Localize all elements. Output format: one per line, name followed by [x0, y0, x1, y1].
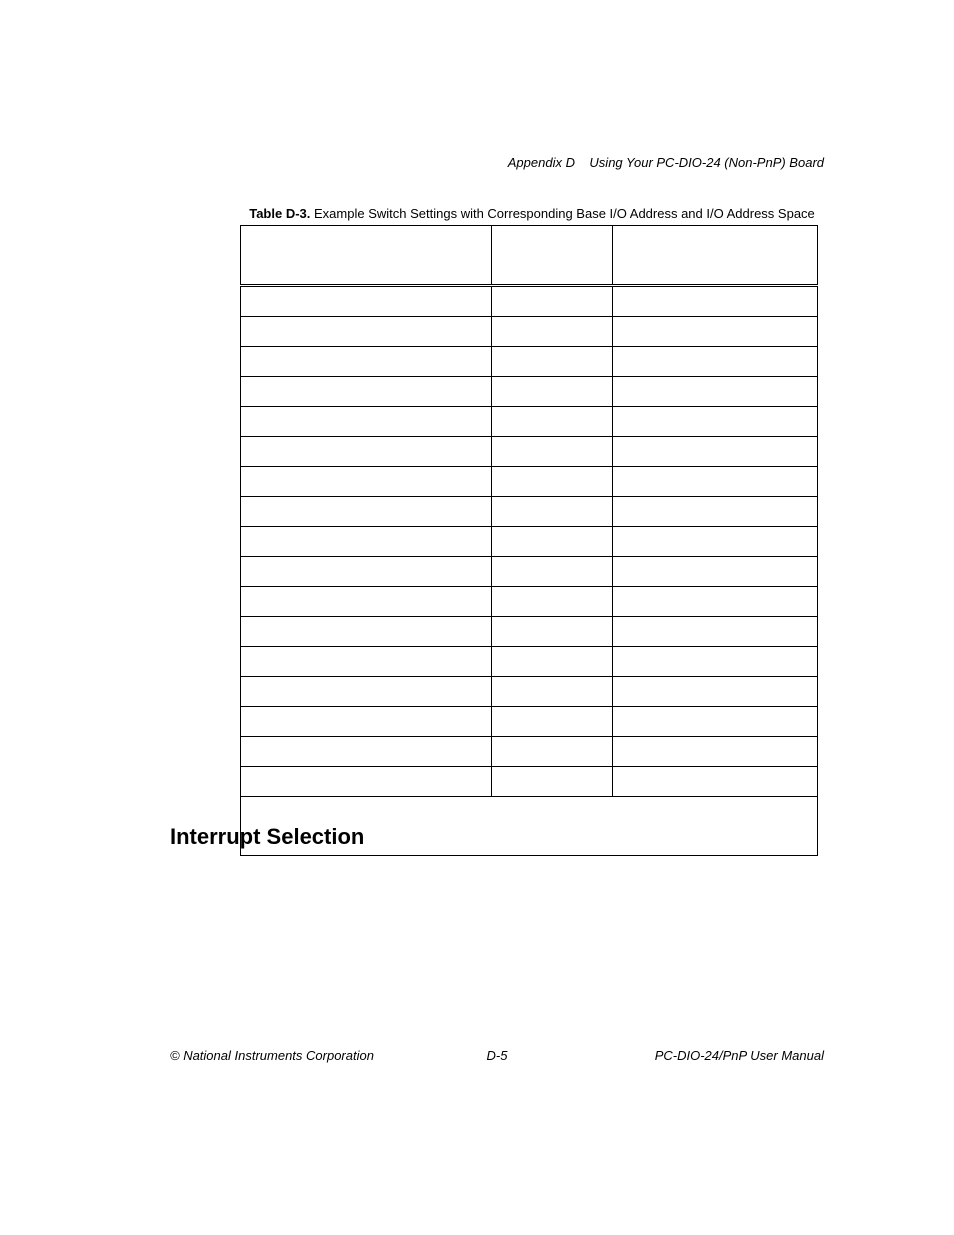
table-cell	[491, 557, 612, 587]
table-row	[241, 587, 818, 617]
page: Appendix D Using Your PC-DIO-24 (Non-PnP…	[0, 0, 954, 1235]
table-cell	[491, 317, 612, 347]
caption-text: Example Switch Settings with Correspondi…	[314, 206, 815, 221]
table-cell	[612, 587, 817, 617]
header-appendix: Appendix D	[508, 155, 575, 170]
footer-right: PC-DIO-24/PnP User Manual	[655, 1048, 824, 1063]
table-cell	[612, 767, 817, 797]
table-header-row	[241, 226, 818, 286]
table-row	[241, 497, 818, 527]
table-row	[241, 647, 818, 677]
table-cell	[612, 707, 817, 737]
table-row	[241, 407, 818, 437]
table-cell	[241, 497, 492, 527]
table-cell	[491, 677, 612, 707]
table-cell	[612, 647, 817, 677]
table-cell	[612, 347, 817, 377]
table-cell	[612, 437, 817, 467]
table-row	[241, 767, 818, 797]
table-cell	[612, 677, 817, 707]
table-cell	[241, 767, 492, 797]
table-cell	[491, 407, 612, 437]
table-cell	[241, 587, 492, 617]
table-cell	[241, 377, 492, 407]
table-header-col-3	[612, 226, 817, 286]
table-row	[241, 377, 818, 407]
table-cell	[241, 707, 492, 737]
table-row	[241, 527, 818, 557]
table-cell	[491, 467, 612, 497]
table-cell	[491, 707, 612, 737]
caption-label: Table D-3.	[249, 206, 310, 221]
table-row	[241, 467, 818, 497]
table-cell	[612, 737, 817, 767]
table-cell	[241, 527, 492, 557]
table-cell	[612, 467, 817, 497]
table-cell	[612, 407, 817, 437]
table-row	[241, 677, 818, 707]
table-cell	[491, 737, 612, 767]
table-row	[241, 347, 818, 377]
table-cell	[241, 557, 492, 587]
table-cell	[491, 497, 612, 527]
table-cell	[491, 617, 612, 647]
table-cell	[491, 377, 612, 407]
table-cell	[612, 317, 817, 347]
table-row	[241, 617, 818, 647]
table-cell	[491, 527, 612, 557]
table-cell	[241, 317, 492, 347]
table-cell	[612, 527, 817, 557]
table-cell	[612, 557, 817, 587]
table-cell	[241, 347, 492, 377]
table-row	[241, 437, 818, 467]
table-cell	[491, 647, 612, 677]
table-row	[241, 317, 818, 347]
table-cell	[241, 617, 492, 647]
table-cell	[612, 497, 817, 527]
table-cell	[241, 737, 492, 767]
table-header-col-1	[241, 226, 492, 286]
table-body	[241, 286, 818, 856]
data-table	[240, 225, 818, 856]
table-cell	[612, 286, 817, 317]
table-row	[241, 557, 818, 587]
running-header: Appendix D Using Your PC-DIO-24 (Non-PnP…	[508, 155, 824, 170]
table-cell	[491, 437, 612, 467]
table-row	[241, 737, 818, 767]
table-cell	[241, 677, 492, 707]
table-cell	[241, 467, 492, 497]
table-cell	[612, 617, 817, 647]
table-cell	[491, 767, 612, 797]
table-row	[241, 707, 818, 737]
table-cell	[241, 286, 492, 317]
table-cell	[612, 377, 817, 407]
table-row	[241, 286, 818, 317]
table-cell	[491, 587, 612, 617]
table-container	[240, 225, 818, 856]
table-cell	[241, 407, 492, 437]
table-cell	[491, 347, 612, 377]
section-heading: Interrupt Selection	[170, 824, 364, 850]
table-cell	[491, 286, 612, 317]
header-title: Using Your PC-DIO-24 (Non-PnP) Board	[589, 155, 824, 170]
table-caption: Table D-3. Example Switch Settings with …	[240, 206, 824, 221]
table-header-col-2	[491, 226, 612, 286]
table-cell	[241, 437, 492, 467]
table-cell	[241, 647, 492, 677]
